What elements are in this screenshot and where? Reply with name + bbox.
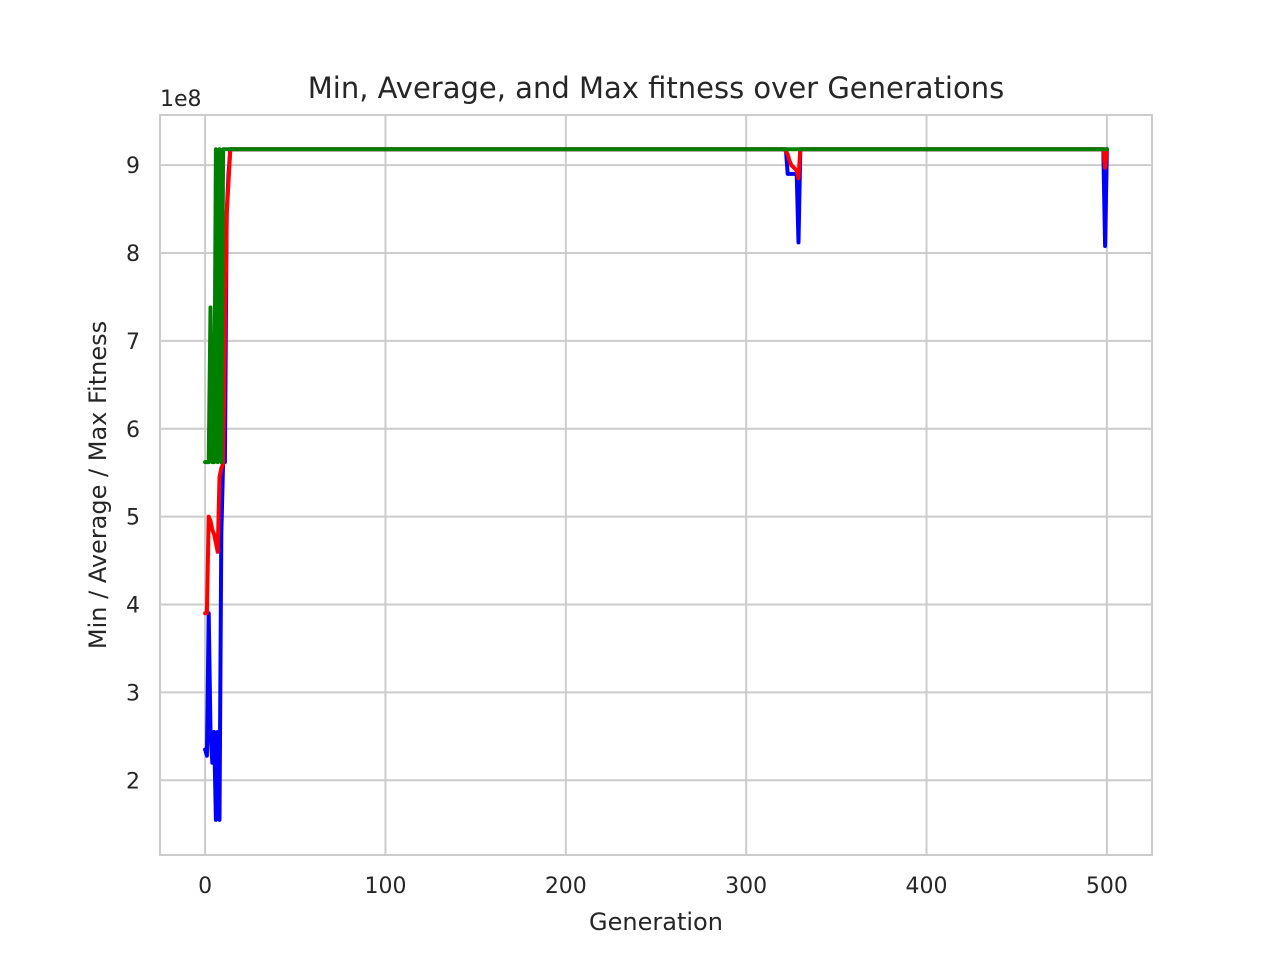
y-axis-offset-label: 1e8 [160, 87, 202, 112]
y-tick-labels: 2 3 4 5 6 7 8 9 [126, 154, 140, 794]
min-fitness-line [203, 147, 1109, 822]
y-tick-label: 3 [126, 681, 140, 706]
y-tick-label: 6 [126, 418, 140, 443]
grid [160, 115, 1152, 855]
average-fitness-line [203, 147, 1109, 616]
x-axis-label: Generation [589, 908, 723, 936]
y-tick-label: 4 [126, 594, 140, 619]
y-tick-label: 7 [126, 330, 140, 355]
y-tick-label: 2 [126, 769, 140, 794]
plot-frame [159, 114, 1153, 856]
x-tick-label: 0 [198, 874, 212, 899]
x-tick-label: 400 [906, 874, 948, 899]
x-tick-label: 500 [1086, 874, 1128, 899]
y-tick-label: 8 [126, 242, 140, 267]
series-layer [203, 147, 1109, 822]
x-tick-label: 200 [545, 874, 587, 899]
x-tick-label: 300 [725, 874, 767, 899]
y-axis-label: Min / Average / Max Fitness [84, 321, 112, 649]
chart-title: Min, Average, and Max fitness over Gener… [308, 71, 1004, 105]
y-tick-label: 5 [126, 506, 140, 531]
y-tick-label: 9 [126, 154, 140, 179]
x-tick-labels: 0 100 200 300 400 500 [198, 874, 1128, 899]
max-fitness-line [203, 147, 1109, 465]
x-tick-label: 100 [364, 874, 406, 899]
